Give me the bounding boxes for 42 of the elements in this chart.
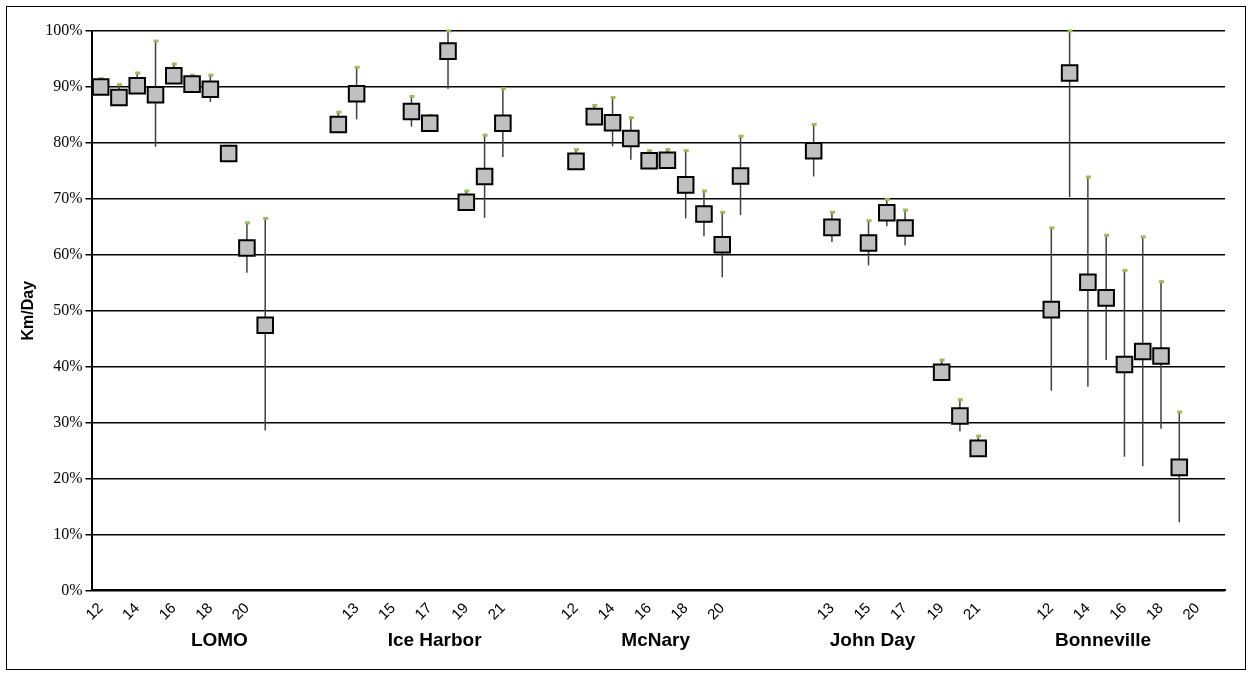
x-tick-label: 20 [1178,598,1203,623]
x-tick-label: 16 [1105,598,1130,623]
x-tick-label: 14 [593,598,618,623]
text: John Day [829,629,916,651]
y-tick-label: 50% [53,300,83,318]
y-tick-label: 60% [53,244,83,262]
x-tick-label: 15 [374,598,399,623]
x-tick-label: 18 [191,598,216,623]
y-tick-label: 40% [53,356,83,374]
x-tick-label: 17 [410,598,435,623]
x-tick-label: 16 [155,598,179,623]
y-tick-label: 80% [53,133,83,151]
y-tick-label: 30% [53,412,83,430]
x-tick-label: 12 [81,598,106,623]
y-tick-label: 100% [45,21,83,39]
text: Bonneville [1055,629,1152,651]
y-tick-label: 90% [53,77,83,95]
x-tick-label: 19 [922,598,947,623]
y-tick-label: 0% [61,580,83,598]
x-tick-label: 14 [118,598,143,623]
x-tick-label: 13 [337,598,362,623]
x-tick-label: 16 [630,598,655,623]
text: Ice Harbor [387,629,482,651]
x-tick-label: 17 [886,598,911,623]
x-tick-label: 12 [1032,598,1057,623]
x-tick-label: 19 [447,598,472,623]
y-tick-label: 70% [53,189,83,207]
text: McNary [621,629,691,651]
x-tick-label: 21 [959,598,984,623]
x-tick-label: 20 [228,598,252,623]
x-tick-label: 15 [849,598,874,623]
y-tick-label: 10% [53,524,83,542]
x-tick-label: 18 [666,598,691,623]
x-tick-label: 18 [1142,598,1167,623]
x-tick-label: 21 [484,598,508,623]
x-tick-label: 12 [557,598,582,623]
x-tick-label: 20 [703,598,728,623]
text: LOMO [190,629,248,651]
y-axis-title: Km/Day [19,280,37,341]
y-tick-label: 20% [53,468,83,486]
x-tick-label: 14 [1069,598,1093,623]
x-tick-label: 13 [813,598,837,623]
